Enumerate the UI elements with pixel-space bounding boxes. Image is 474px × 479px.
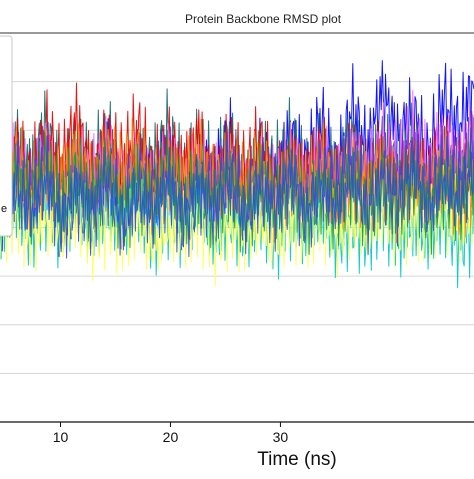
plot-area: 10 20 30 e — [0, 32, 474, 445]
legend-entry-text: e — [1, 203, 7, 215]
legend-box — [0, 35, 13, 237]
chart-title: Protein Backbone RMSD plot — [185, 12, 342, 26]
x-tick-label: 10 — [53, 429, 69, 445]
series-line — [0, 127, 474, 259]
x-tick-label: 20 — [163, 429, 179, 445]
x-axis-label: Time (ns) — [257, 449, 337, 470]
x-tick-label: 30 — [273, 429, 289, 445]
